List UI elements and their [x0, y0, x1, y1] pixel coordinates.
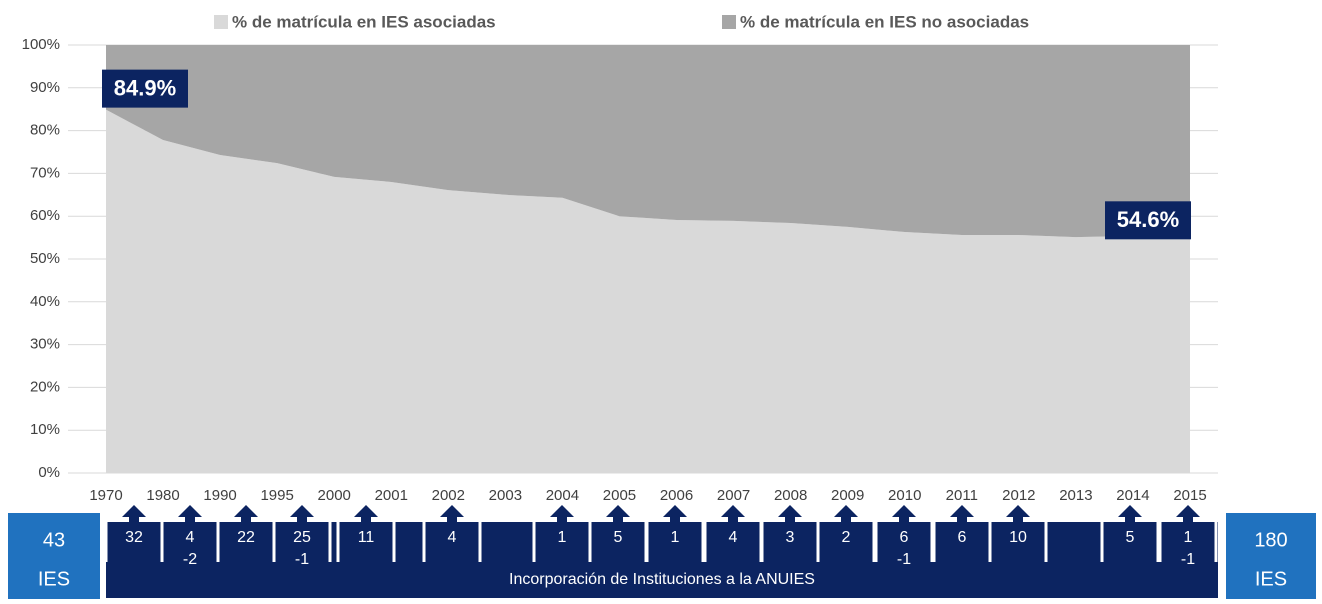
incorporation-count: -2: [183, 551, 197, 568]
arrow: [1006, 505, 1030, 523]
arrow: [834, 505, 858, 523]
arrow: [234, 505, 258, 523]
arrow: [721, 505, 745, 523]
incorporation-count: 10: [1009, 529, 1027, 546]
y-tick-label: 80%: [30, 122, 60, 139]
value-label-box: [1105, 201, 1191, 240]
value-label: 84.9%: [114, 75, 176, 100]
legend-swatch: [214, 15, 228, 29]
incorporation-count: 5: [614, 529, 623, 546]
end-number: 180: [1254, 529, 1287, 551]
arrow: [1176, 505, 1200, 523]
x-tick-label: 2012: [1002, 487, 1035, 504]
x-tick-label: 2013: [1059, 487, 1092, 504]
incorporation-count: 32: [125, 529, 143, 546]
arrow: [663, 505, 687, 523]
legend-swatch: [722, 15, 736, 29]
arrow: [950, 505, 974, 523]
incorporation-count: 4: [729, 529, 738, 546]
y-tick-label: 60%: [30, 207, 60, 224]
y-tick-label: 0%: [38, 464, 60, 481]
arrow: [440, 505, 464, 523]
x-tick-label: 2001: [375, 487, 408, 504]
area: [106, 45, 1190, 240]
incorporation-count: 6: [900, 529, 909, 546]
arrow: [892, 505, 916, 523]
incorporation-count: 4: [186, 529, 195, 546]
incorporation-count: 25: [293, 529, 311, 546]
y-tick-label: 30%: [30, 336, 60, 353]
incorporation-count: 3: [786, 529, 795, 546]
incorporation-count: -1: [897, 551, 911, 568]
y-tick-label: 50%: [30, 250, 60, 267]
x-tick-label: 2004: [546, 487, 579, 504]
y-tick-label: 10%: [30, 421, 60, 438]
incorporation-count: -1: [295, 551, 309, 568]
x-tick-label: 1980: [146, 487, 179, 504]
incorporation-count: -1: [1181, 551, 1195, 568]
start-box: [8, 513, 100, 599]
arrow: [354, 505, 378, 523]
x-tick-label: 2007: [717, 487, 750, 504]
x-tick-label: 2002: [432, 487, 465, 504]
x-tick-label: 2010: [888, 487, 921, 504]
arrow: [1118, 505, 1142, 523]
x-tick-label: 2014: [1116, 487, 1149, 504]
arrow: [122, 505, 146, 523]
x-tick-label: 2006: [660, 487, 693, 504]
y-tick-label: 100%: [22, 36, 60, 53]
band-label: Incorporación de Instituciones a la ANUI…: [509, 571, 815, 588]
incorporation-count: 6: [958, 529, 967, 546]
arrow: [606, 505, 630, 523]
plot: [106, 45, 1190, 474]
start-number: 43: [43, 529, 65, 551]
incorporation-count: 1: [671, 529, 680, 546]
incorporation-count: 5: [1126, 529, 1135, 546]
incorporation-count: 2: [842, 529, 851, 546]
area: [106, 109, 1190, 474]
x-tick-label: 1995: [260, 487, 293, 504]
arrow: [550, 505, 574, 523]
legend-label: % de matrícula en IES no asociadas: [740, 12, 1029, 31]
arrow: [290, 505, 314, 523]
incorporation-count: 22: [237, 529, 255, 546]
y-tick-label: 40%: [30, 293, 60, 310]
end-box: [1226, 513, 1316, 599]
x-tick-label: 1990: [203, 487, 236, 504]
incorporation-band: [106, 522, 1218, 598]
incorporation-count: 1: [558, 529, 567, 546]
legend-label: % de matrícula en IES asociadas: [232, 12, 496, 31]
start-unit: IES: [38, 568, 70, 590]
x-tick-label: 2015: [1173, 487, 1206, 504]
x-tick-label: 2000: [318, 487, 351, 504]
y-tick-label: 70%: [30, 164, 60, 181]
end-unit: IES: [1255, 568, 1287, 590]
x-tick-label: 1970: [89, 487, 122, 504]
y-tick-label: 20%: [30, 378, 60, 395]
x-tick-label: 2003: [489, 487, 522, 504]
incorporation-count: 11: [358, 529, 375, 546]
arrow: [778, 505, 802, 523]
x-tick-label: 2011: [946, 487, 978, 504]
x-tick-label: 2009: [831, 487, 864, 504]
x-tick-label: 2005: [603, 487, 636, 504]
x-tick-label: 2008: [774, 487, 807, 504]
arrow: [178, 505, 202, 523]
incorporation-count: 4: [448, 529, 457, 546]
y-tick-label: 90%: [30, 79, 60, 96]
incorporation-count: 1: [1184, 529, 1193, 546]
value-label-box: [102, 69, 188, 108]
value-label: 54.6%: [1117, 207, 1179, 232]
